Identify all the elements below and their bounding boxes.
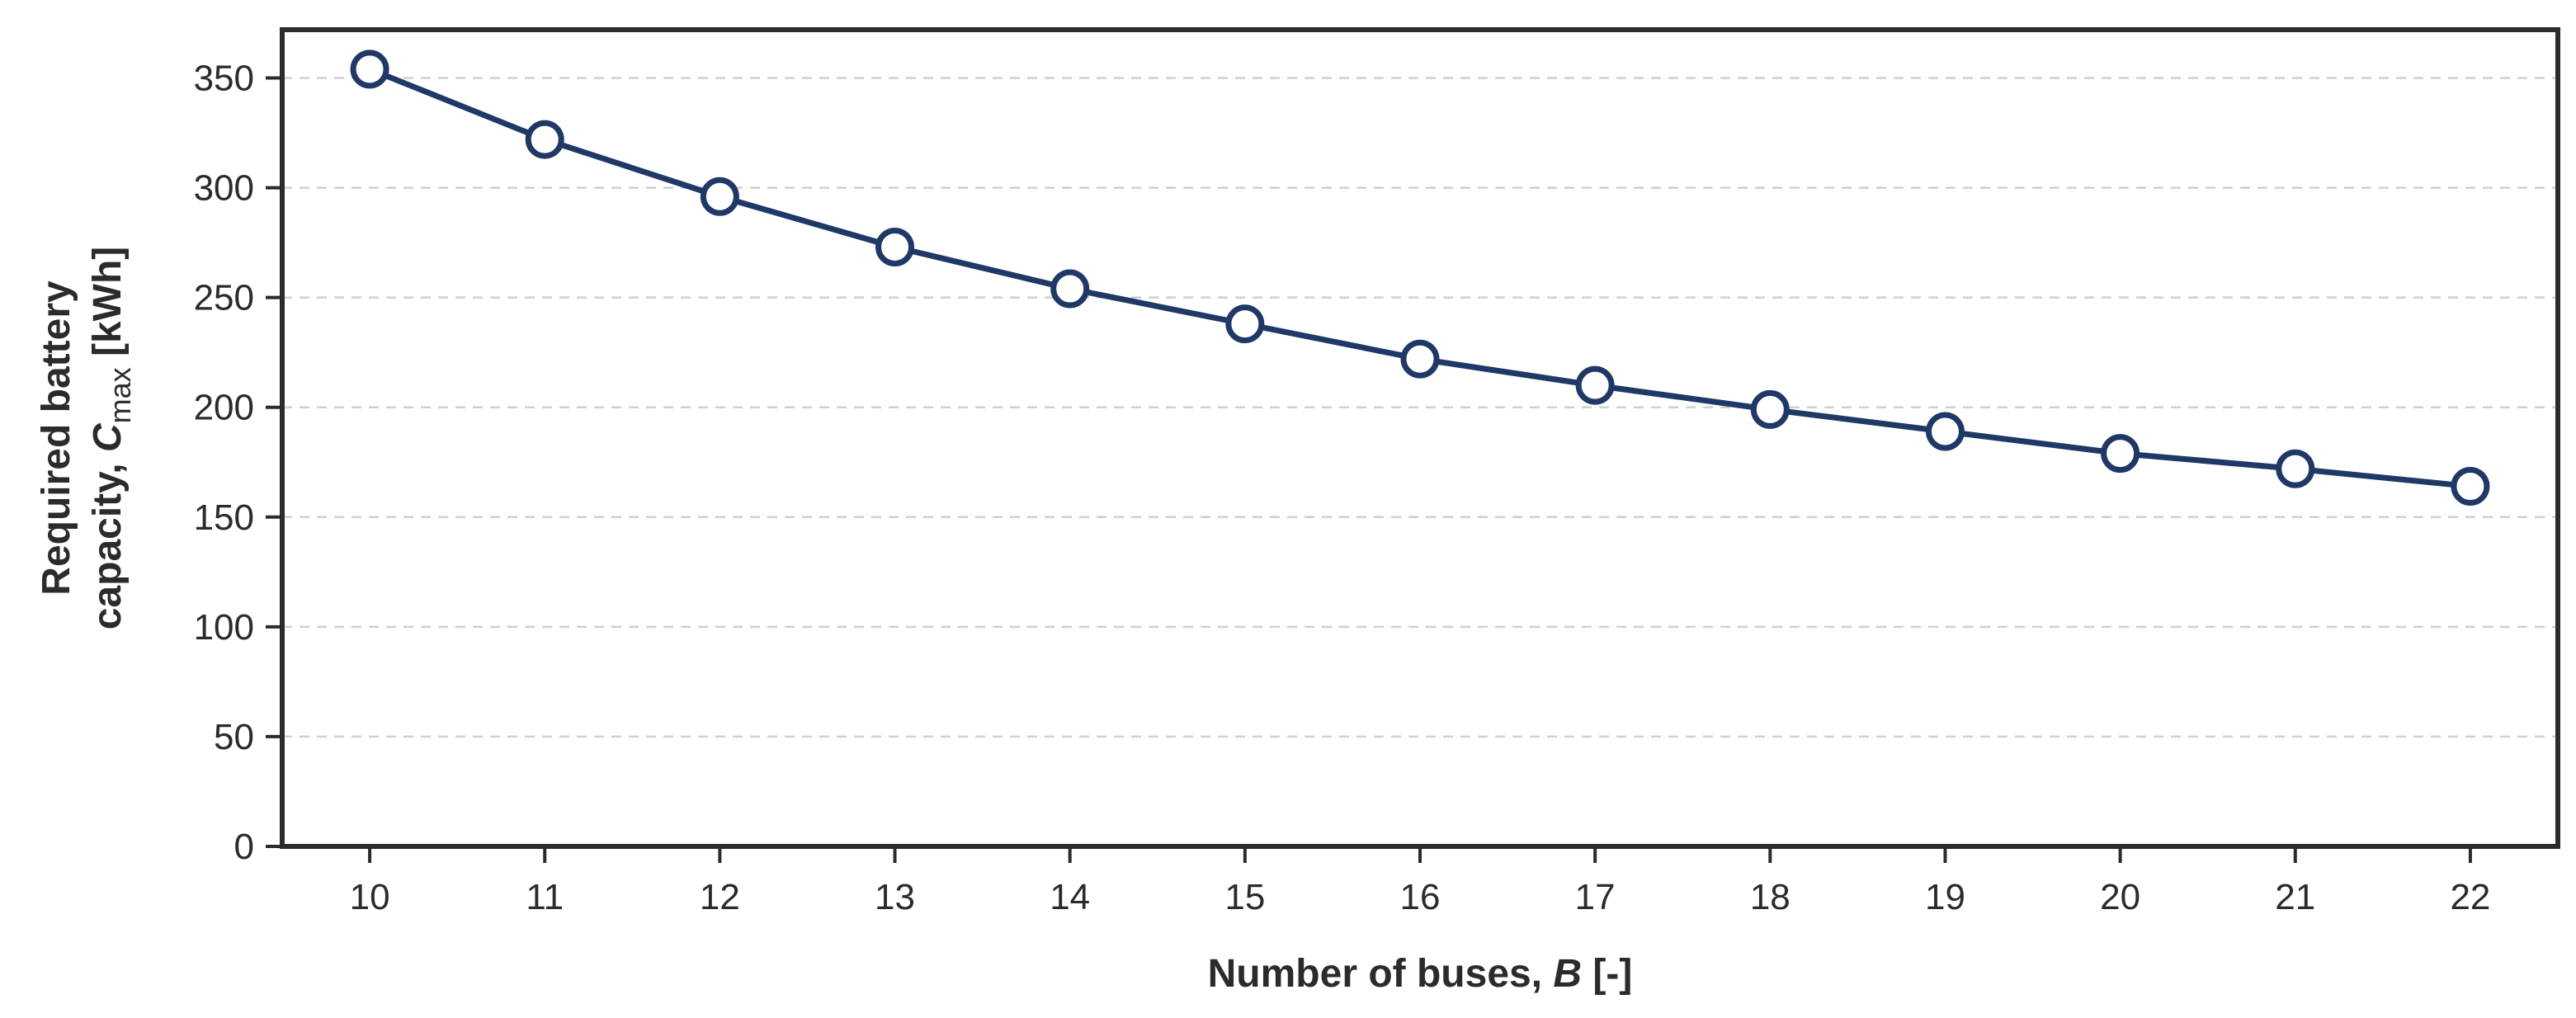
- x-axis-title-symbol: B: [1553, 952, 1582, 996]
- x-axis-title-text: Number of buses,: [1208, 952, 1554, 996]
- y-axis-title: Required battery capacity, Cmax [kWh]: [35, 247, 137, 630]
- y-tick-label: 350: [194, 59, 254, 99]
- data-point-marker: [350, 49, 389, 89]
- grid-lines: [282, 77, 2558, 738]
- x-axis-title: Number of buses, B [-]: [1208, 952, 1633, 996]
- y-axis-title-line2: capacity, Cmax [kWh]: [86, 247, 137, 630]
- series-line: [366, 66, 2474, 490]
- y-axis-title-subscript: max: [103, 367, 137, 423]
- y-axis-title-symbol: C: [86, 422, 130, 452]
- y-tick-label: 0: [234, 827, 254, 867]
- y-tick-label: 250: [194, 278, 254, 318]
- x-tick-label: 20: [2100, 877, 2140, 917]
- y-tick-label: 300: [194, 168, 254, 209]
- y-axis-title-unit: [kWh]: [86, 247, 130, 368]
- y-tick-label: 200: [194, 388, 254, 428]
- x-tick-label: 16: [1400, 877, 1441, 917]
- data-point-marker: [1400, 339, 1440, 379]
- data-series: [350, 49, 2490, 507]
- x-tick-label: 17: [1575, 877, 1616, 917]
- data-point-marker: [2451, 467, 2490, 507]
- x-tick-label: 11: [526, 877, 564, 917]
- data-point-marker: [1925, 412, 1965, 451]
- x-tick-label: 14: [1050, 877, 1090, 917]
- data-point-marker: [1225, 304, 1265, 344]
- x-tick-label: 12: [700, 877, 740, 917]
- y-axis-title-prefix: capacity,: [86, 452, 130, 629]
- y-axis-title-line1: Required battery: [35, 280, 78, 596]
- data-point-marker: [875, 227, 915, 266]
- x-tick-label: 22: [2450, 877, 2490, 917]
- axis-ticks: 0 50 100 150 200 250 300 350 10 11 12 13 14 15 16 17 18 1…: [194, 59, 2491, 917]
- y-tick-label: 150: [194, 497, 254, 538]
- x-tick-label: 10: [350, 877, 390, 917]
- y-tick-label: 50: [214, 717, 254, 757]
- plot-frame: [280, 27, 2560, 849]
- x-axis-title-unit: [-]: [1582, 952, 1632, 996]
- data-point-marker: [1750, 389, 1790, 429]
- data-point-marker: [525, 120, 564, 159]
- x-tick-label: 13: [875, 877, 915, 917]
- data-point-marker: [2276, 449, 2315, 488]
- x-tick-label: 15: [1224, 877, 1265, 917]
- data-point-marker: [2101, 434, 2140, 474]
- data-point-marker: [1575, 365, 1615, 405]
- x-tick-label: 21: [2275, 877, 2315, 917]
- y-tick-label: 100: [194, 607, 254, 648]
- data-point-marker: [1050, 269, 1090, 309]
- x-tick-label: 19: [1925, 877, 1965, 917]
- data-point-marker: [700, 177, 739, 216]
- x-tick-label: 18: [1750, 877, 1790, 917]
